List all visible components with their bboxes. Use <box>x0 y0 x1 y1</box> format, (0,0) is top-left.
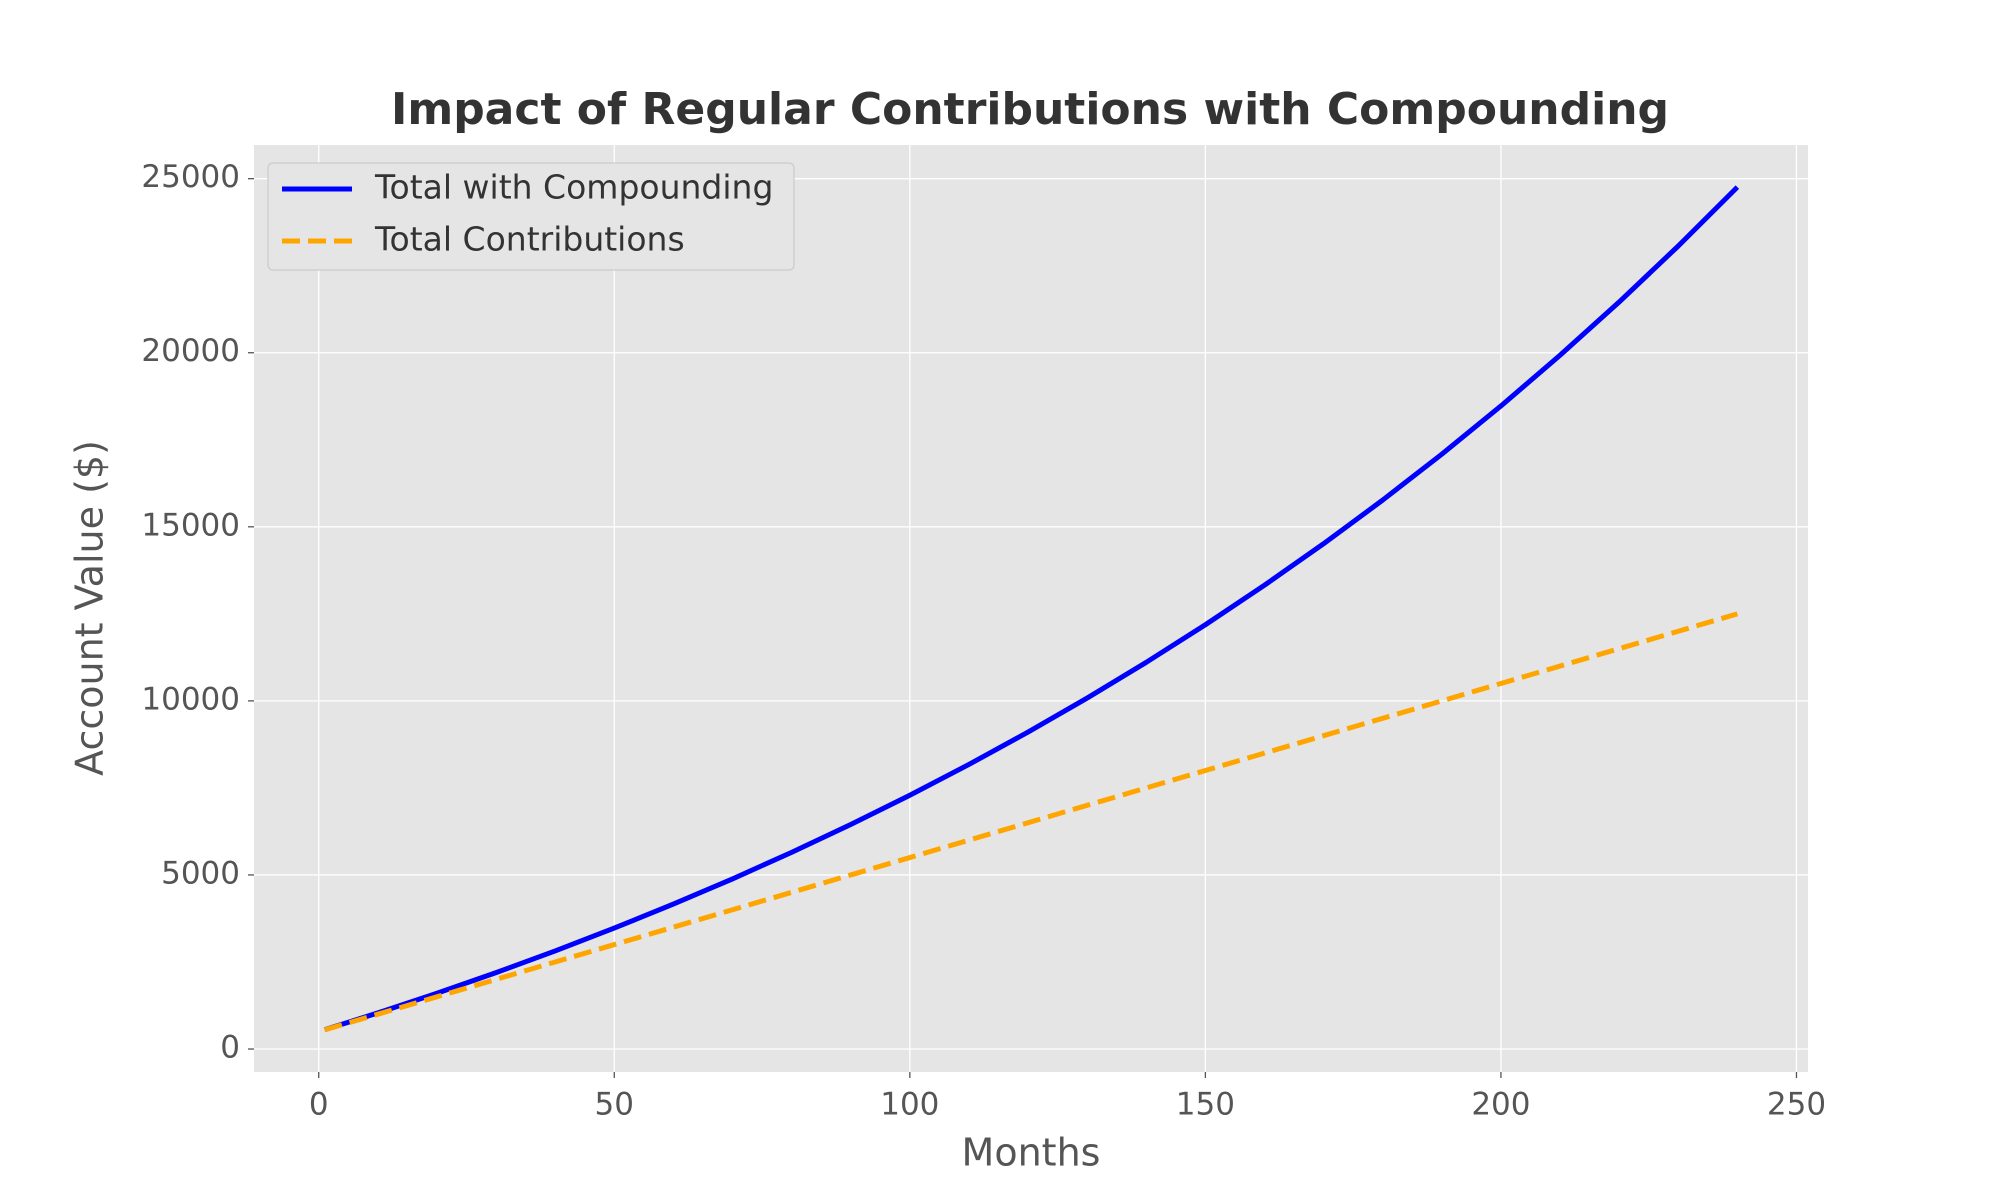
y-tick-label: 5000 <box>161 855 240 891</box>
legend-box <box>267 162 795 271</box>
y-tick-label: 10000 <box>141 681 240 717</box>
chart-title: Impact of Regular Contributions with Com… <box>391 84 1669 135</box>
legend-label: Total with Compounding <box>374 168 773 207</box>
y-tick-label: 15000 <box>141 507 240 543</box>
plot-area <box>254 145 1808 1072</box>
x-tick-label: 100 <box>880 1087 939 1123</box>
x-tick-label: 0 <box>309 1087 329 1123</box>
legend: Total with Compounding Total Contribution… <box>267 162 795 271</box>
data-line <box>323 611 1739 1033</box>
legend-label: Total Contributions <box>374 220 685 259</box>
x-tick-label: 250 <box>1767 1087 1826 1123</box>
x-tick-label: 50 <box>595 1087 634 1123</box>
x-tick-label: 200 <box>1471 1087 1530 1123</box>
x-axis-label: Months <box>962 1131 1101 1175</box>
y-tick-label: 25000 <box>141 159 240 195</box>
y-tick-label: 20000 <box>141 333 240 369</box>
data-line <box>323 185 1740 1033</box>
y-tick-label: 0 <box>220 1030 240 1066</box>
x-tick-label: 150 <box>1176 1087 1235 1123</box>
y-axis-label: Account Value ($) <box>68 440 112 776</box>
